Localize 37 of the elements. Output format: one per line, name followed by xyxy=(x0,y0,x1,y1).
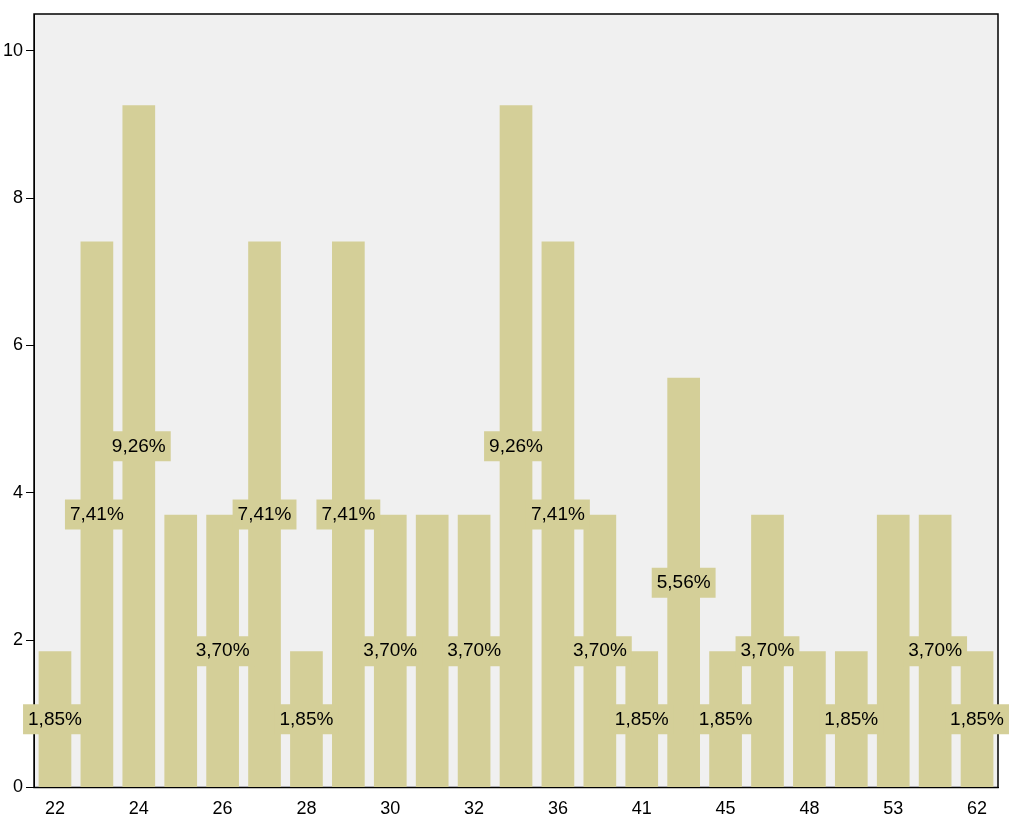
data-label: 7,41% xyxy=(321,502,376,524)
data-label: 3,70% xyxy=(908,639,963,661)
data-label: 9,26% xyxy=(111,434,166,456)
x-tick-label: 53 xyxy=(883,798,904,819)
data-label: 3,70% xyxy=(363,639,418,661)
data-label: 3,70% xyxy=(572,639,627,661)
y-tick-label: 2 xyxy=(13,629,24,650)
data-label: 1,85% xyxy=(279,707,334,729)
data-label: 3,70% xyxy=(447,639,502,661)
data-label: 1,85% xyxy=(698,707,753,729)
x-tick-label: 32 xyxy=(464,798,485,819)
x-tick-label: 41 xyxy=(631,798,652,819)
data-label: 1,85% xyxy=(614,707,669,729)
y-tick-label: 0 xyxy=(13,776,24,797)
y-tick-label: 8 xyxy=(13,187,24,208)
x-tick-label: 48 xyxy=(799,798,820,819)
data-label: 3,70% xyxy=(740,639,795,661)
x-tick-label: 24 xyxy=(128,798,149,819)
data-label: 1,85% xyxy=(824,707,879,729)
x-tick-label: 28 xyxy=(296,798,317,819)
data-label: 5,56% xyxy=(656,570,711,592)
x-tick-label: 26 xyxy=(212,798,233,819)
x-tick-label: 30 xyxy=(380,798,401,819)
x-tick-label: 36 xyxy=(547,798,568,819)
data-label: 1,85% xyxy=(950,707,1005,729)
data-label: 7,41% xyxy=(69,502,124,524)
y-tick-label: 10 xyxy=(2,39,24,60)
data-label: 9,26% xyxy=(489,434,544,456)
data-label: 3,70% xyxy=(195,639,250,661)
y-tick-label: 6 xyxy=(13,334,24,355)
x-tick-label: 62 xyxy=(967,798,988,819)
x-tick-label: 22 xyxy=(44,798,65,819)
data-label: 7,41% xyxy=(530,502,585,524)
y-tick-label: 4 xyxy=(13,481,24,502)
data-label: 1,85% xyxy=(28,707,83,729)
x-tick-label: 45 xyxy=(715,798,736,819)
data-label: 7,41% xyxy=(237,502,292,524)
